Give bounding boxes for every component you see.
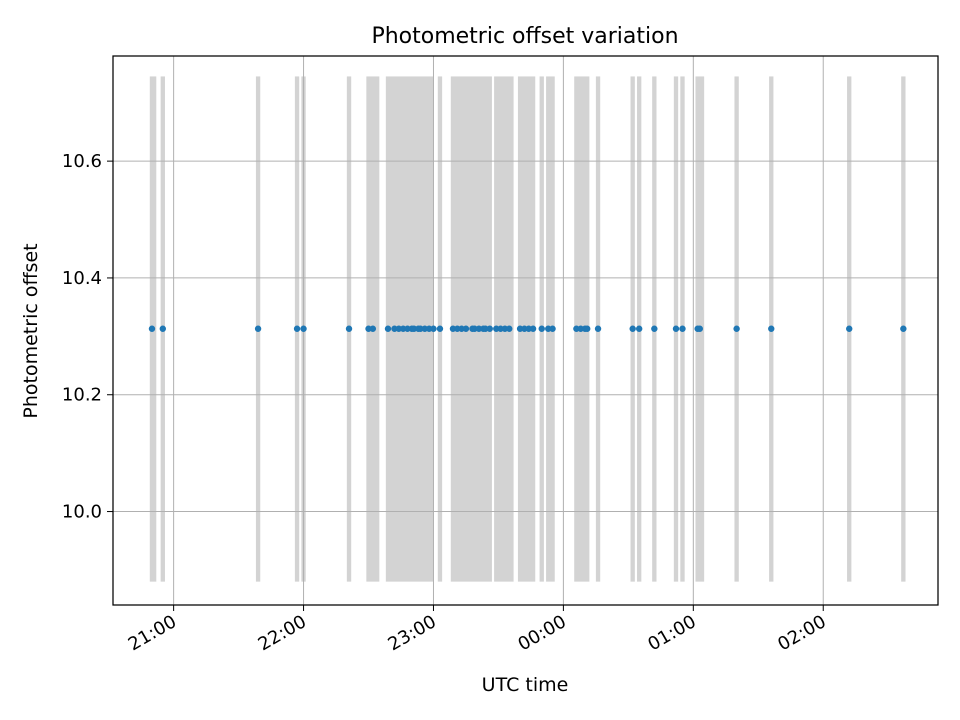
- x-axis-label: UTC time: [482, 674, 569, 696]
- data-point: [148, 325, 156, 332]
- x-tick-label: 21:00: [125, 611, 180, 655]
- x-tick-label: 00:00: [514, 611, 569, 655]
- chart-title: Photometric offset variation: [371, 24, 678, 49]
- data-point: [549, 325, 556, 332]
- data-point: [635, 325, 643, 332]
- data-point: [345, 325, 353, 332]
- data-point: [293, 325, 301, 332]
- data-point: [462, 325, 470, 332]
- y-axis-label: Photometric offset: [20, 243, 42, 418]
- data-point: [300, 325, 307, 332]
- data-point: [506, 325, 513, 332]
- x-tick-label: 01:00: [644, 611, 699, 655]
- data-point: [436, 325, 444, 332]
- data-point: [584, 325, 591, 332]
- data-point: [629, 325, 636, 332]
- data-point: [529, 325, 537, 332]
- data-point: [594, 325, 602, 332]
- y-tick-label: 10.4: [62, 268, 102, 289]
- data-point: [384, 325, 392, 332]
- data-point: [651, 325, 658, 332]
- data-point: [672, 325, 680, 332]
- x-tick-label: 22:00: [255, 611, 310, 655]
- y-axis-ticks: 10.0 10.2 10.4 10.6: [62, 151, 113, 523]
- x-tick-label: 02:00: [774, 611, 829, 655]
- data-point: [486, 325, 493, 332]
- y-tick-label: 10.0: [62, 502, 102, 523]
- data-point: [733, 325, 740, 332]
- data-point: [430, 325, 437, 332]
- data-point: [254, 325, 262, 332]
- data-point: [369, 325, 377, 332]
- data-point: [696, 325, 704, 332]
- data-points: [148, 325, 907, 332]
- x-tick-label: 23:00: [385, 611, 440, 655]
- data-point: [846, 325, 853, 332]
- data-point: [768, 325, 775, 332]
- x-axis-ticks: 21:00 22:00 23:00 00:00 01:00 02:00: [125, 605, 830, 655]
- data-point: [679, 325, 686, 332]
- plot-area-frame: [112, 55, 939, 606]
- y-tick-label: 10.2: [62, 385, 102, 406]
- data-point: [900, 325, 907, 332]
- data-point: [159, 325, 167, 332]
- data-point: [538, 325, 545, 332]
- y-tick-label: 10.6: [62, 151, 102, 172]
